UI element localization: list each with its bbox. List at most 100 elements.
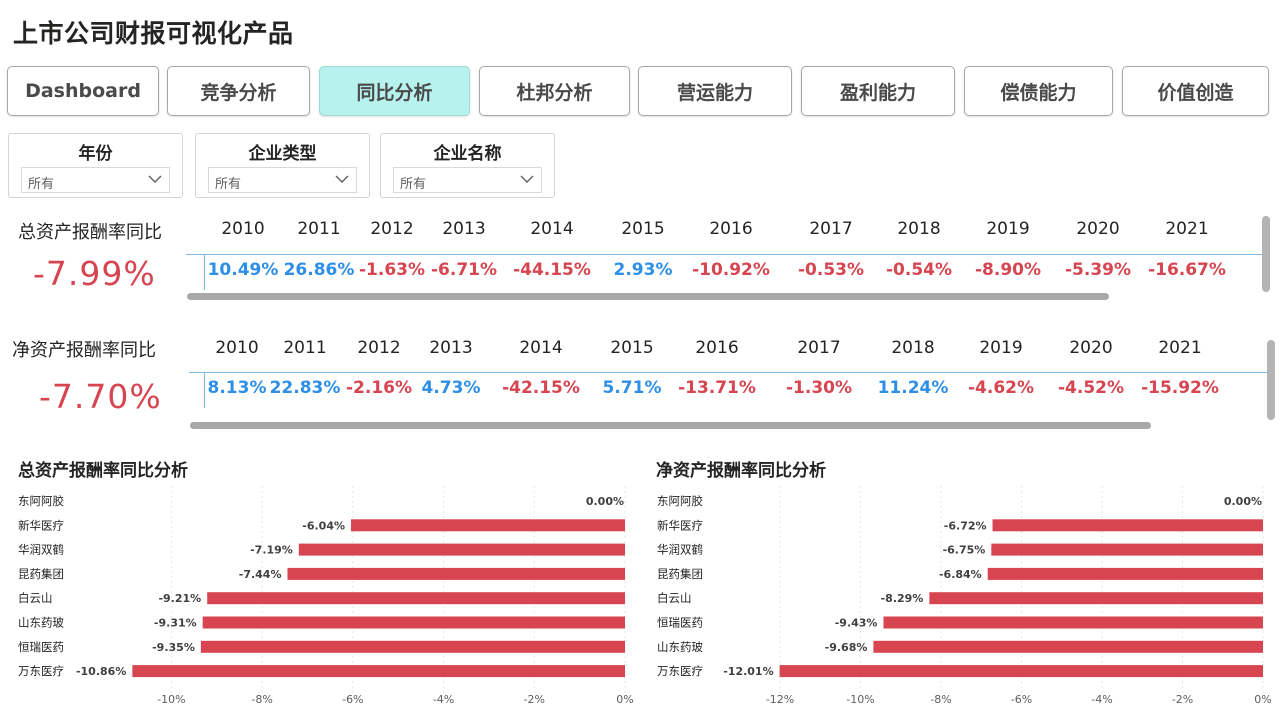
data-label: -9.21% xyxy=(158,592,201,605)
yoy-value-cell: -0.54% xyxy=(885,260,953,280)
year-header: 2017 xyxy=(809,219,853,239)
category-label: 万东医疗 xyxy=(657,664,703,678)
tab-profitability[interactable]: 盈利能力 xyxy=(801,66,955,116)
data-label: 0.00% xyxy=(586,495,624,508)
bar[interactable] xyxy=(987,567,1263,580)
bar[interactable] xyxy=(287,567,625,580)
tab-dashboard[interactable]: Dashboard xyxy=(7,66,159,116)
chevron-down-icon xyxy=(148,175,162,183)
tab-solvency[interactable]: 偿债能力 xyxy=(964,66,1113,116)
bar[interactable] xyxy=(991,543,1263,556)
yoy-value-cell: -4.52% xyxy=(1057,378,1125,398)
bar[interactable] xyxy=(929,592,1263,605)
x-tick-label: -2% xyxy=(1172,693,1193,706)
data-label: 0.00% xyxy=(1224,495,1262,508)
year-dropdown-value: 所有 xyxy=(28,177,55,192)
year-header: 2014 xyxy=(530,219,574,239)
category-label: 万东医疗 xyxy=(18,664,64,678)
data-label: -7.19% xyxy=(250,544,293,557)
year-header: 2011 xyxy=(283,338,327,358)
roa-chart-title: 总资产报酬率同比分析 xyxy=(18,461,188,481)
x-tick-label: -8% xyxy=(930,693,951,706)
bar[interactable] xyxy=(351,519,625,532)
matrix-header-divider xyxy=(186,254,1265,255)
bar[interactable] xyxy=(779,665,1263,678)
data-label: -9.31% xyxy=(154,617,197,630)
bar[interactable] xyxy=(207,592,625,605)
x-tick-label: -10% xyxy=(846,693,874,706)
yoy-value-cell: -15.92% xyxy=(1141,378,1219,398)
yoy-value-cell: -0.53% xyxy=(797,260,865,280)
year-header: 2010 xyxy=(215,338,259,358)
company-name-dropdown[interactable]: 所有 xyxy=(393,167,542,193)
matrix-row-divider xyxy=(204,372,205,408)
company-name-dropdown-value: 所有 xyxy=(400,177,427,192)
bar[interactable] xyxy=(883,616,1263,629)
bar[interactable] xyxy=(873,640,1263,653)
x-tick-label: -6% xyxy=(342,693,363,706)
slicer-year: 年份 所有 xyxy=(8,133,183,198)
yoy-value-cell: -13.71% xyxy=(678,378,756,398)
category-label: 白云山 xyxy=(657,591,692,605)
roe-yoy-bar-chart: -12% -10% -8% -6% -4% -2% 0% 东阿阿胶 0.00% 新华医疗 -6.72… xyxy=(657,486,1272,706)
data-label: -7.44% xyxy=(239,568,282,581)
x-tick-label: 0% xyxy=(1254,693,1271,706)
roa-yoy-bar-chart: -10% -8% -6% -4% -2% 0% 东阿阿胶 0.00% 新华医疗 -6.04% 华润双… xyxy=(18,486,634,706)
category-label: 恒瑞医药 xyxy=(657,616,703,630)
x-tick-label: -12% xyxy=(766,693,794,706)
matrix-header-divider xyxy=(189,372,1271,373)
x-tick-label: 0% xyxy=(616,693,633,706)
bar[interactable] xyxy=(992,519,1263,532)
slicer-company-type-title: 企业类型 xyxy=(248,144,317,164)
bar[interactable] xyxy=(202,616,625,629)
category-label: 恒瑞医药 xyxy=(18,640,64,654)
roe-chart-title: 净资产报酬率同比分析 xyxy=(656,461,826,481)
company-type-dropdown[interactable]: 所有 xyxy=(208,167,357,193)
bar[interactable] xyxy=(298,543,625,556)
yoy-value-cell: -4.62% xyxy=(967,378,1035,398)
x-tick-label: -4% xyxy=(433,693,454,706)
x-tick-label: -8% xyxy=(251,693,272,706)
slicer-year-title: 年份 xyxy=(78,144,113,164)
data-label: -10.86% xyxy=(76,665,126,678)
yoy-value-cell: -44.15% xyxy=(513,260,591,280)
year-header: 2010 xyxy=(221,219,265,239)
year-dropdown[interactable]: 所有 xyxy=(21,167,170,193)
year-header: 2020 xyxy=(1076,219,1120,239)
chevron-down-icon xyxy=(335,175,349,183)
vertical-scrollbar[interactable] xyxy=(1267,340,1275,420)
app-title: 上市公司财报可视化产品 xyxy=(13,19,294,48)
year-header: 2018 xyxy=(897,219,941,239)
horizontal-scrollbar[interactable] xyxy=(187,293,1109,300)
roa-yoy-label: 总资产报酬率同比 xyxy=(18,222,162,243)
data-label: -9.35% xyxy=(152,641,195,654)
x-tick-label: -4% xyxy=(1091,693,1112,706)
year-header: 2011 xyxy=(297,219,341,239)
category-label: 昆药集团 xyxy=(18,567,64,581)
roe-yoy-value: -7.70% xyxy=(39,377,162,416)
bar[interactable] xyxy=(132,665,626,678)
yoy-value-cell: -10.92% xyxy=(692,260,770,280)
horizontal-scrollbar[interactable] xyxy=(190,422,1151,429)
yoy-value-cell: -1.30% xyxy=(785,378,853,398)
data-label: -8.29% xyxy=(881,592,924,605)
vertical-scrollbar[interactable] xyxy=(1262,216,1270,292)
x-tick-label: -6% xyxy=(1011,693,1032,706)
yoy-value-cell: -6.71% xyxy=(430,260,498,280)
category-label: 东阿阿胶 xyxy=(657,494,703,508)
tab-value-creation[interactable]: 价值创造 xyxy=(1122,66,1269,116)
data-label: -12.01% xyxy=(723,665,773,678)
tab-operating-capacity[interactable]: 营运能力 xyxy=(638,66,792,116)
tab-dupont-analysis[interactable]: 杜邦分析 xyxy=(479,66,630,116)
tab-yoy-analysis[interactable]: 同比分析 xyxy=(319,66,470,116)
roe-yoy-label: 净资产报酬率同比 xyxy=(12,340,156,361)
category-label: 华润双鹤 xyxy=(657,543,703,557)
year-header: 2012 xyxy=(370,219,414,239)
bar[interactable] xyxy=(200,640,625,653)
year-header: 2018 xyxy=(891,338,935,358)
year-header: 2013 xyxy=(442,219,486,239)
tab-competition-analysis[interactable]: 竞争分析 xyxy=(167,66,310,116)
category-label: 白云山 xyxy=(18,591,53,605)
yoy-value-cell: -8.90% xyxy=(974,260,1042,280)
